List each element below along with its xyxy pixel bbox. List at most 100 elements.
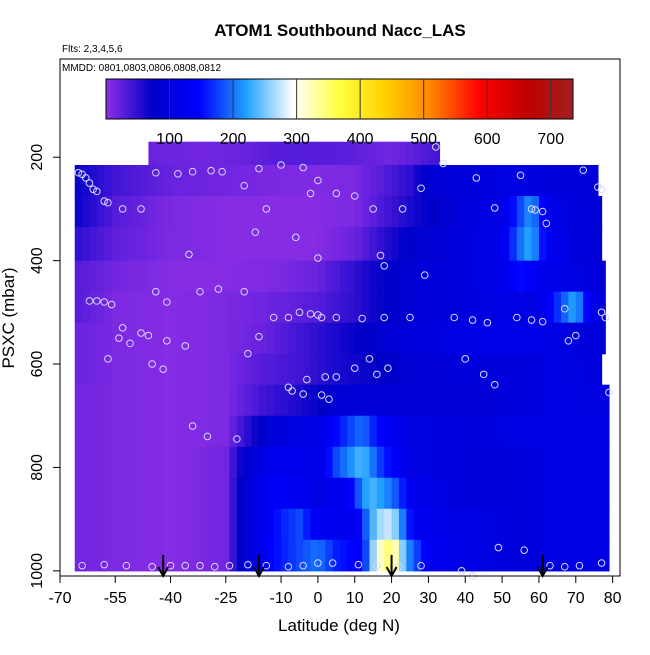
sample-point: [118, 205, 127, 213]
heatmap-cell: [465, 322, 474, 355]
heatmap-cell: [96, 196, 105, 228]
heatmap-cell: [273, 141, 282, 166]
heatmap-cell: [111, 539, 120, 572]
heatmap-cell: [384, 353, 393, 386]
heatmap-cell: [583, 196, 592, 228]
heatmap-cell: [118, 260, 127, 293]
heatmap-cell: [96, 227, 105, 262]
heatmap-cell: [354, 141, 363, 166]
heatmap-cell: [509, 539, 518, 572]
heatmap-cell: [391, 164, 400, 197]
heatmap-cell: [538, 227, 547, 262]
heatmap-cell: [288, 141, 297, 166]
heatmap-cell: [133, 446, 142, 479]
heatmap-cell: [398, 141, 407, 166]
heatmap-cell: [96, 446, 105, 479]
heatmap-cell: [82, 384, 91, 417]
heatmap-cell: [450, 227, 459, 262]
heatmap-cell: [340, 384, 348, 417]
heatmap-cell: [531, 353, 540, 386]
sample-point: [328, 559, 337, 567]
heatmap-cell: [531, 322, 540, 355]
heatmap-cell: [281, 291, 290, 324]
heatmap-cell: [236, 260, 245, 293]
heatmap-cell: [538, 322, 547, 355]
heatmap-cell: [561, 477, 570, 510]
heatmap-cell: [229, 384, 238, 417]
heatmap-cell: [347, 384, 356, 417]
heatmap-cell: [163, 260, 172, 293]
heatmap-cell: [553, 227, 562, 262]
heatmap-cell: [524, 322, 533, 355]
heatmap-cell: [214, 508, 223, 541]
heatmap-cell: [126, 164, 135, 197]
heatmap-cell: [568, 477, 577, 510]
heatmap-cell: [244, 164, 253, 197]
heatmap-cell: [207, 508, 216, 541]
heatmap-cell: [207, 260, 216, 293]
heatmap-cell: [347, 141, 356, 166]
heatmap-cell: [561, 164, 570, 197]
heatmap-cell: [347, 539, 356, 572]
heatmap-cell: [421, 415, 430, 448]
heatmap-cell: [126, 446, 135, 479]
heatmap-cell: [472, 477, 481, 510]
heatmap-cell: [332, 196, 341, 228]
heatmap-cell: [546, 260, 555, 293]
heatmap-cell: [303, 141, 312, 166]
heatmap-cell: [325, 508, 334, 541]
heatmap-cell: [258, 291, 267, 324]
heatmap-cell: [384, 141, 393, 166]
heatmap-cell: [170, 353, 179, 386]
heatmap-cell: [303, 291, 312, 324]
heatmap-cell: [546, 415, 555, 448]
heatmap-cell: [391, 415, 400, 448]
heatmap-cell: [251, 415, 260, 448]
heatmap-cell: [317, 508, 326, 541]
heatmap-cell: [82, 291, 91, 324]
sample-point: [431, 143, 440, 151]
x-tick-label: -25: [214, 590, 237, 607]
heatmap-cell: [332, 260, 341, 293]
heatmap-cell: [428, 164, 437, 197]
sample-point: [196, 561, 204, 570]
heatmap-cell: [295, 415, 304, 448]
heatmap-cell: [509, 164, 518, 197]
heatmap-cell: [538, 446, 547, 479]
heatmap-cell: [597, 508, 606, 541]
heatmap-cell: [192, 539, 201, 572]
sample-point: [564, 336, 573, 345]
heatmap-cell: [413, 196, 422, 228]
heatmap-cell: [325, 291, 334, 324]
heatmap-cell: [244, 260, 253, 293]
heatmap-cell: [428, 539, 437, 572]
heatmap-cell: [362, 227, 371, 262]
heatmap-cell: [538, 164, 547, 197]
colorbar-tick-label: 600: [474, 131, 501, 148]
heatmap-cell: [148, 322, 157, 355]
chart-title: ATOM1 Southbound Nacc_LAS: [214, 21, 466, 40]
heatmap-cell: [524, 539, 533, 572]
heatmap-cell: [450, 415, 459, 448]
heatmap-cell: [413, 141, 422, 166]
heatmap-cell: [457, 196, 466, 228]
heatmap-cell: [310, 322, 319, 355]
heatmap-cell: [516, 260, 525, 293]
heatmap-cell: [435, 477, 444, 510]
heatmap-cell: [303, 508, 312, 541]
sample-point: [538, 207, 547, 216]
heatmap-cell: [575, 322, 584, 355]
heatmap-cell: [391, 446, 400, 479]
sample-point: [384, 364, 392, 372]
heatmap-cell: [118, 415, 127, 448]
heatmap-cell: [391, 260, 400, 293]
heatmap-cell: [155, 291, 164, 324]
heatmap-cell: [398, 227, 407, 262]
heatmap-cell: [96, 415, 105, 448]
heatmap-cell: [509, 384, 518, 417]
heatmap-cell: [148, 164, 157, 197]
heatmap-cell: [141, 446, 150, 479]
heatmap-cell: [362, 291, 371, 324]
heatmap-cell: [391, 141, 400, 166]
heatmap-cell: [332, 353, 341, 386]
